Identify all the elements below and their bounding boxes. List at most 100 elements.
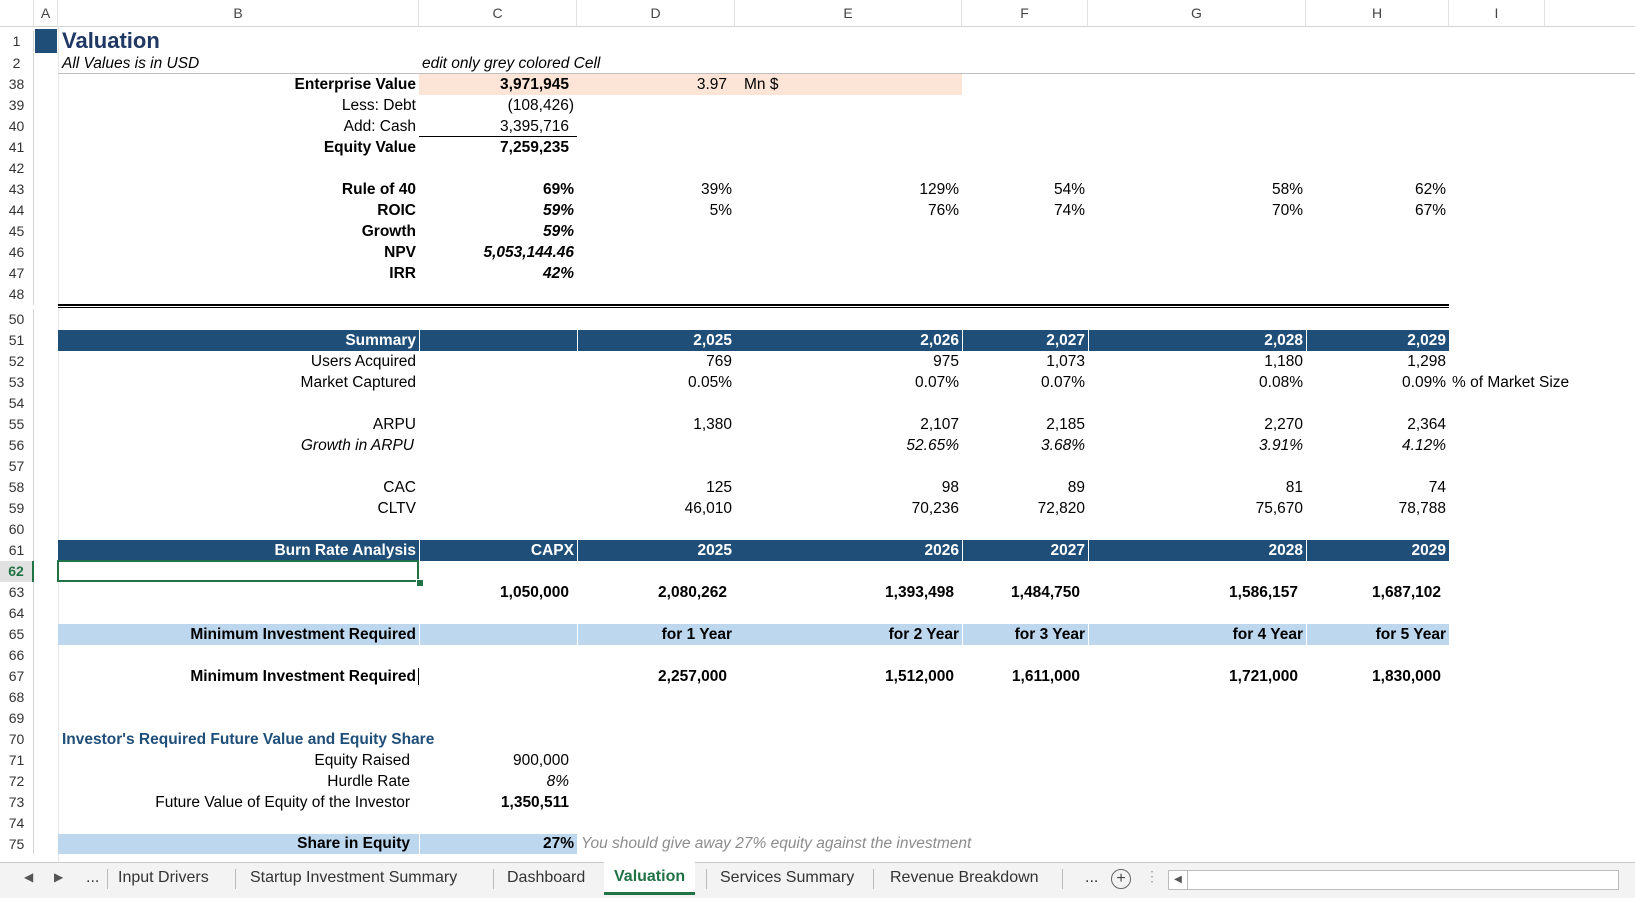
row-number[interactable]: 48: [0, 284, 34, 305]
cac-3[interactable]: 89: [1067, 479, 1085, 496]
row-number[interactable]: 38: [0, 74, 34, 95]
more-tabs-left[interactable]: ...: [86, 869, 100, 886]
arpu-4[interactable]: 2,270: [1264, 416, 1303, 433]
row-number[interactable]: 72: [0, 771, 34, 792]
arpu-growth-4[interactable]: 3.91%: [1259, 437, 1303, 454]
min-investment-3[interactable]: 1,611,000: [1011, 668, 1080, 685]
roic-c[interactable]: 59%: [542, 202, 574, 219]
tab-input-drivers[interactable]: Input Drivers: [118, 869, 209, 886]
roic-e[interactable]: 76%: [927, 202, 959, 219]
horizontal-scrollbar[interactable]: [1187, 870, 1619, 890]
market-captured-3[interactable]: 0.07%: [1041, 374, 1085, 391]
enterprise-value[interactable]: 3,971,945: [500, 76, 569, 93]
column-header-i[interactable]: I: [1449, 0, 1545, 27]
market-captured-4[interactable]: 0.08%: [1259, 374, 1303, 391]
row-number[interactable]: 39: [0, 95, 34, 116]
row-number[interactable]: 55: [0, 414, 34, 435]
row-number[interactable]: 74: [0, 813, 34, 834]
cash-value[interactable]: 3,395,716: [500, 118, 569, 135]
cltv-1[interactable]: 46,010: [684, 500, 732, 517]
roic-d[interactable]: 5%: [709, 202, 732, 219]
debt-value[interactable]: (108,426): [507, 97, 574, 114]
column-header-g[interactable]: G: [1088, 0, 1306, 27]
market-captured-1[interactable]: 0.05%: [688, 374, 732, 391]
row-number[interactable]: 63: [0, 582, 34, 603]
equity-value[interactable]: 7,259,235: [500, 139, 569, 156]
users-acquired-4[interactable]: 1,180: [1264, 353, 1303, 370]
tab-revenue-breakdown[interactable]: Revenue Breakdown: [890, 869, 1039, 886]
row-number[interactable]: 42: [0, 158, 34, 179]
min-investment-4[interactable]: 1,721,000: [1229, 668, 1298, 685]
next-sheet-arrow-icon[interactable]: ▶: [54, 870, 64, 884]
prev-sheet-arrow-icon[interactable]: ◀: [24, 870, 34, 884]
row-number[interactable]: 56: [0, 435, 34, 456]
row-number[interactable]: 52: [0, 351, 34, 372]
rule-of-40-h[interactable]: 62%: [1414, 181, 1446, 198]
row-number[interactable]: 60: [0, 519, 34, 540]
roic-f[interactable]: 74%: [1053, 202, 1085, 219]
tab-valuation[interactable]: Valuation: [604, 862, 696, 895]
arpu-5[interactable]: 2,364: [1407, 416, 1446, 433]
row-number[interactable]: 68: [0, 687, 34, 708]
row-number[interactable]: 65: [0, 624, 34, 645]
cltv-2[interactable]: 70,236: [911, 500, 959, 517]
tab-dashboard[interactable]: Dashboard: [507, 869, 586, 886]
arpu-growth-5[interactable]: 4.12%: [1402, 437, 1446, 454]
future-value[interactable]: 1,350,511: [500, 794, 569, 811]
cac-1[interactable]: 125: [706, 479, 732, 496]
row-number[interactable]: 58: [0, 477, 34, 498]
row-number[interactable]: 53: [0, 372, 34, 393]
row-number[interactable]: 51: [0, 330, 34, 351]
cac-5[interactable]: 74: [1428, 479, 1446, 496]
row-number[interactable]: 41: [0, 137, 34, 158]
cac-2[interactable]: 98: [941, 479, 959, 496]
tab-startup-investment-summary[interactable]: Startup Investment Summary: [250, 869, 458, 886]
column-header-b[interactable]: B: [58, 0, 419, 27]
row-number[interactable]: 57: [0, 456, 34, 477]
row-number[interactable]: 61: [0, 540, 34, 561]
row-number[interactable]: 54: [0, 393, 34, 414]
cltv-5[interactable]: 78,788: [1398, 500, 1446, 517]
arpu-3[interactable]: 2,185: [1046, 416, 1085, 433]
row-number[interactable]: 1: [0, 31, 34, 52]
min-investment-2[interactable]: 1,512,000: [885, 668, 954, 685]
row-number[interactable]: 43: [0, 179, 34, 200]
row-number[interactable]: 70: [0, 729, 34, 750]
cac-4[interactable]: 81: [1285, 479, 1303, 496]
burn-value-5[interactable]: 1,687,102: [1372, 584, 1441, 601]
burn-value-2[interactable]: 1,393,498: [885, 584, 954, 601]
row-number[interactable]: 46: [0, 242, 34, 263]
rule-of-40-f[interactable]: 54%: [1053, 181, 1085, 198]
more-tabs-right[interactable]: ...: [1085, 869, 1099, 886]
row-number[interactable]: 66: [0, 645, 34, 666]
select-all-corner[interactable]: [0, 0, 34, 27]
column-header-e[interactable]: E: [735, 0, 962, 27]
hurdle-rate-value[interactable]: 8%: [546, 773, 569, 790]
split-handle-icon[interactable]: ⋮: [1145, 868, 1159, 884]
capx-value[interactable]: 1,050,000: [500, 584, 569, 601]
irr-value[interactable]: 42%: [542, 265, 574, 282]
row-number[interactable]: 40: [0, 116, 34, 137]
row-number[interactable]: 67: [0, 666, 34, 687]
share-in-equity-value[interactable]: 27%: [542, 835, 574, 852]
row-number[interactable]: 59: [0, 498, 34, 519]
column-header-a[interactable]: A: [34, 0, 58, 27]
row-number[interactable]: 64: [0, 603, 34, 624]
rule-of-40-g[interactable]: 58%: [1271, 181, 1303, 198]
npv-value[interactable]: 5,053,144.46: [483, 244, 574, 261]
row-number[interactable]: 71: [0, 750, 34, 771]
equity-raised-value[interactable]: 900,000: [512, 752, 569, 769]
burn-value-1[interactable]: 2,080,262: [658, 584, 727, 601]
row-number[interactable]: 69: [0, 708, 34, 729]
row-number[interactable]: 2: [0, 53, 34, 74]
column-header-c[interactable]: C: [419, 0, 577, 27]
burn-value-4[interactable]: 1,586,157: [1229, 584, 1298, 601]
cltv-4[interactable]: 75,670: [1255, 500, 1303, 517]
cltv-3[interactable]: 72,820: [1037, 500, 1085, 517]
active-cell-selection[interactable]: [57, 560, 419, 582]
rule-of-40-d[interactable]: 39%: [700, 181, 732, 198]
users-acquired-2[interactable]: 975: [933, 353, 959, 370]
roic-g[interactable]: 70%: [1271, 202, 1303, 219]
market-captured-5[interactable]: 0.09%: [1402, 374, 1446, 391]
arpu-1[interactable]: 1,380: [693, 416, 732, 433]
